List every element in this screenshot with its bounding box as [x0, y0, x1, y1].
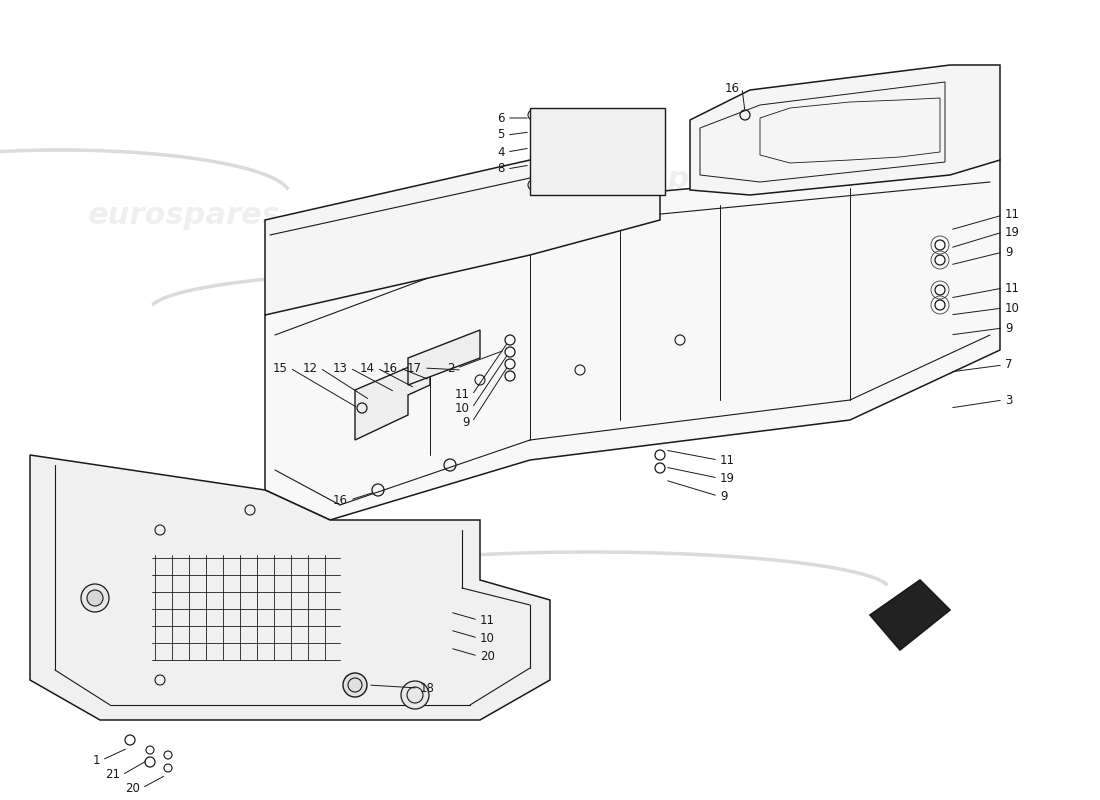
Text: 9: 9: [462, 415, 470, 429]
Text: 11: 11: [455, 389, 470, 402]
Text: 16: 16: [725, 82, 740, 94]
Text: 10: 10: [480, 631, 495, 645]
Text: 16: 16: [383, 362, 398, 374]
Text: 11: 11: [720, 454, 735, 466]
Polygon shape: [355, 358, 430, 440]
Text: 9: 9: [1005, 322, 1012, 334]
Text: 12: 12: [302, 362, 318, 374]
Text: 20: 20: [480, 650, 495, 662]
Text: 16: 16: [333, 494, 348, 506]
Text: 19: 19: [1005, 226, 1020, 238]
Text: 15: 15: [273, 362, 288, 374]
Polygon shape: [30, 455, 550, 720]
Text: 4: 4: [497, 146, 505, 158]
Text: 5: 5: [497, 129, 505, 142]
Text: eurospares: eurospares: [572, 166, 764, 194]
Circle shape: [343, 673, 367, 697]
Text: 20: 20: [125, 782, 140, 794]
Text: 21: 21: [104, 769, 120, 782]
Text: 8: 8: [497, 162, 505, 175]
Text: 11: 11: [1005, 209, 1020, 222]
Text: 2: 2: [448, 362, 455, 374]
Text: 3: 3: [1005, 394, 1012, 406]
Text: 11: 11: [1005, 282, 1020, 294]
Polygon shape: [530, 108, 666, 195]
Text: eurospares: eurospares: [462, 358, 654, 386]
Polygon shape: [408, 330, 480, 385]
Text: 17: 17: [407, 362, 422, 374]
Text: 19: 19: [720, 471, 735, 485]
Text: 7: 7: [1005, 358, 1012, 371]
Circle shape: [402, 681, 429, 709]
Text: eurospares: eurospares: [88, 202, 280, 230]
Polygon shape: [265, 145, 660, 315]
Circle shape: [87, 590, 103, 606]
Text: 9: 9: [720, 490, 727, 502]
Text: 18: 18: [420, 682, 434, 694]
Text: 1: 1: [92, 754, 100, 766]
Text: 10: 10: [1005, 302, 1020, 314]
Polygon shape: [690, 65, 1000, 195]
Polygon shape: [870, 580, 950, 650]
Text: 13: 13: [333, 362, 348, 374]
Text: 10: 10: [455, 402, 470, 414]
Text: 14: 14: [360, 362, 375, 374]
Text: 11: 11: [480, 614, 495, 626]
Text: 6: 6: [497, 111, 505, 125]
Circle shape: [81, 584, 109, 612]
Polygon shape: [265, 160, 1000, 520]
Text: 9: 9: [1005, 246, 1012, 258]
